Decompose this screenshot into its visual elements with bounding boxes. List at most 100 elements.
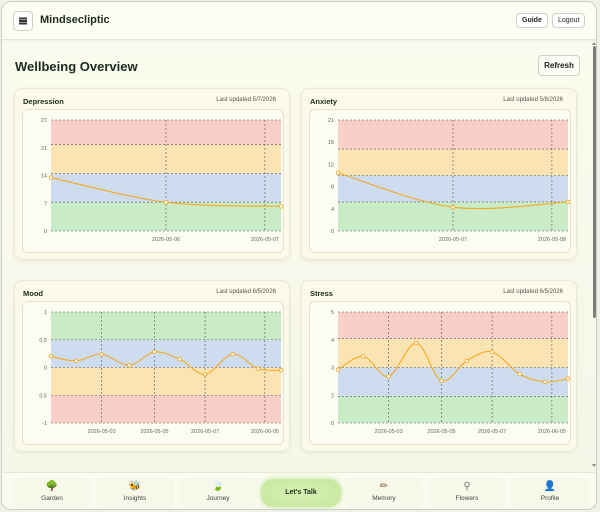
mood-chart: -1 0.5 0 0.5 1 2026-05-03 2026-05-05 2026-05-07… (22, 301, 284, 445)
x-tick-label: 2026-05-03 (375, 429, 403, 435)
bottom-nav: 🌳 Garden 🐝 Insights 🍃 Journey Let's Talk… (2, 472, 596, 509)
data-point (361, 354, 366, 359)
last-updated: Last updated 6/5/2026 (503, 289, 563, 295)
band-yellow (338, 338, 568, 368)
bee-icon: 🐝 (128, 481, 142, 492)
x-tick-label: 2026-05-03 (88, 429, 116, 435)
data-point (177, 356, 183, 362)
leaf-icon: 🍃 (211, 481, 225, 492)
x-tick-label: 2026-05-07 (251, 237, 279, 243)
y-tick-label: 0.5 (39, 393, 47, 399)
nav-journey[interactable]: 🍃 Journey (179, 477, 257, 509)
data-point (489, 349, 495, 355)
nav-label: Garden (41, 495, 63, 502)
scroll-down-arrow[interactable] (592, 464, 596, 467)
band-blue (338, 367, 568, 397)
data-point (278, 204, 284, 209)
data-point (517, 371, 522, 377)
data-point (278, 368, 284, 373)
nav-label: Insights (123, 495, 147, 502)
data-point (126, 363, 132, 368)
y-tick-label: 5 (331, 310, 334, 316)
last-updated: Last updated 6/5/2026 (216, 289, 276, 295)
menu-button[interactable] (13, 11, 33, 31)
x-tick-label: 2026-05-07 (191, 429, 219, 435)
y-tick-label: 2 (331, 393, 334, 399)
nav-label: Journey (206, 495, 230, 502)
y-tick-label: 8 (331, 185, 334, 191)
y-tick-label: 7 (44, 201, 47, 207)
y-tick-label: 1 (44, 310, 47, 316)
shovel-icon: ⚲ (463, 481, 471, 492)
data-point (255, 366, 261, 371)
data-point (450, 204, 456, 210)
x-tick-label: 2026-06-05 (251, 429, 279, 435)
anxiety-card: Anxiety Last updated 5/8/2026 0 4 8 12 18 21 2… (301, 88, 577, 260)
y-tick-label: 4 (331, 207, 334, 213)
anxiety-chart: 0 4 8 12 18 21 2026-05-07 2026-05-08 (309, 109, 571, 253)
x-tick-label: 2026-05-05 (427, 429, 455, 435)
mood-card: Mood Last updated 6/5/2026 -1 0.5 0 0.5 1 202… (14, 280, 290, 452)
page-title: Wellbeing Overview (15, 59, 138, 74)
x-tick-label: 2026-05-08 (538, 237, 566, 243)
data-point (335, 367, 341, 372)
band-green (338, 396, 568, 423)
avatar-icon: 👤 (543, 481, 557, 492)
data-point (48, 175, 54, 180)
x-tick-label: 2026-06-05 (538, 429, 566, 435)
depression-chart: 0 7 14 21 27 2026-05-06 2026-05-07 (22, 109, 284, 253)
scrollbar-thumb[interactable] (593, 46, 596, 318)
card-title: Stress (310, 289, 333, 298)
card-title: Mood (23, 289, 43, 298)
stress-card: Stress Last updated 6/5/2026 0 2 3 4 5 2026-0… (301, 280, 577, 452)
stress-chart: 0 2 3 4 5 2026-05-03 2026-05-05 2026-05-07 2026-… (309, 301, 571, 445)
y-tick-label: 12 (328, 162, 334, 168)
depression-card: Depression Last updated 5/7/2026 0 7 14 21 2… (14, 88, 290, 260)
band-red (51, 395, 281, 423)
y-tick-label: 0 (331, 421, 334, 427)
series-line (337, 342, 569, 383)
pencil-icon: ✏ (379, 481, 389, 492)
y-tick-label: 0 (44, 229, 47, 235)
data-point (565, 376, 571, 381)
data-point (48, 354, 54, 359)
lets-talk-button[interactable]: Let's Talk (261, 479, 341, 507)
guide-button[interactable]: Guide (516, 13, 548, 28)
x-tick-label: 2026-05-07 (478, 429, 506, 435)
x-tick-label: 2026-05-07 (439, 237, 467, 243)
data-point (335, 170, 341, 176)
data-point (230, 351, 235, 357)
data-point (565, 199, 571, 205)
data-point (464, 358, 470, 364)
nav-insights[interactable]: 🐝 Insights (96, 477, 174, 509)
series-line (50, 351, 282, 375)
app-title: Mindsecliptic (40, 14, 110, 26)
tree-icon: 🌳 (45, 481, 59, 492)
logout-button[interactable]: Logout (552, 13, 586, 28)
x-tick-label: 2026-05-06 (152, 237, 180, 243)
nav-label: Memory (372, 495, 396, 502)
hamburger-icon (19, 20, 27, 22)
y-tick-label: -1 (42, 421, 47, 427)
y-tick-label: 3 (331, 366, 334, 372)
data-point (99, 351, 104, 357)
y-tick-label: 0 (44, 366, 47, 372)
top-header: Mindsecliptic Guide Logout (2, 2, 596, 40)
nav-flowers[interactable]: ⚲ Flowers (428, 477, 506, 509)
nav-memory[interactable]: ✏ Memory (345, 477, 423, 509)
scroll-up-arrow[interactable] (592, 42, 596, 45)
nav-label: Flowers (455, 495, 479, 502)
data-point (413, 340, 419, 346)
y-tick-label: 0 (331, 229, 334, 235)
y-tick-label: 0.5 (39, 338, 47, 344)
y-tick-label: 18 (328, 140, 334, 146)
nav-profile[interactable]: 👤 Profile (511, 477, 589, 509)
y-tick-label: 14 (41, 174, 47, 180)
y-tick-label: 27 (41, 118, 47, 124)
data-point (74, 358, 79, 364)
data-point (152, 349, 157, 355)
refresh-button[interactable]: Refresh (538, 55, 580, 76)
nav-garden[interactable]: 🌳 Garden (13, 477, 91, 509)
data-point (439, 378, 444, 384)
band-red (338, 312, 568, 339)
